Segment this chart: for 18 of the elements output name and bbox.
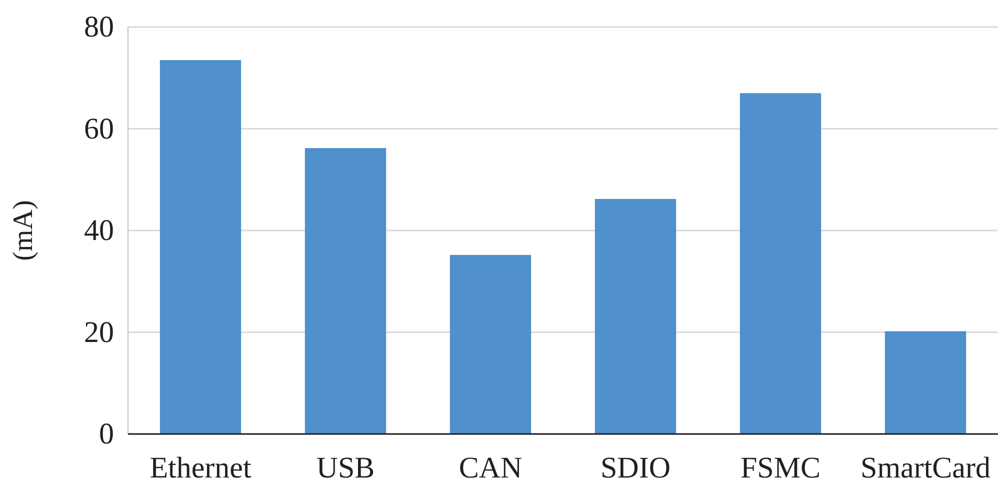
x-tick-label: FSMC: [740, 451, 821, 484]
x-tick-label: CAN: [458, 451, 522, 484]
y-tick-label: 0: [99, 418, 114, 451]
y-tick-label: 20: [84, 316, 114, 349]
bar: [304, 148, 386, 434]
x-tick-label: SmartCard: [860, 451, 990, 484]
y-tick-label: 80: [84, 10, 114, 44]
y-axis-title: (mA): [8, 200, 39, 261]
x-tick-label: Ethernet: [150, 451, 252, 484]
x-tick-label: USB: [316, 451, 375, 484]
y-tick-label: 60: [84, 112, 114, 146]
bar: [740, 93, 822, 434]
y-tick-label: 40: [84, 214, 114, 248]
bar: [160, 60, 242, 434]
bar: [884, 331, 966, 434]
bar: [450, 254, 532, 434]
x-tick-label: SDIO: [600, 451, 671, 484]
bar: [594, 198, 676, 434]
